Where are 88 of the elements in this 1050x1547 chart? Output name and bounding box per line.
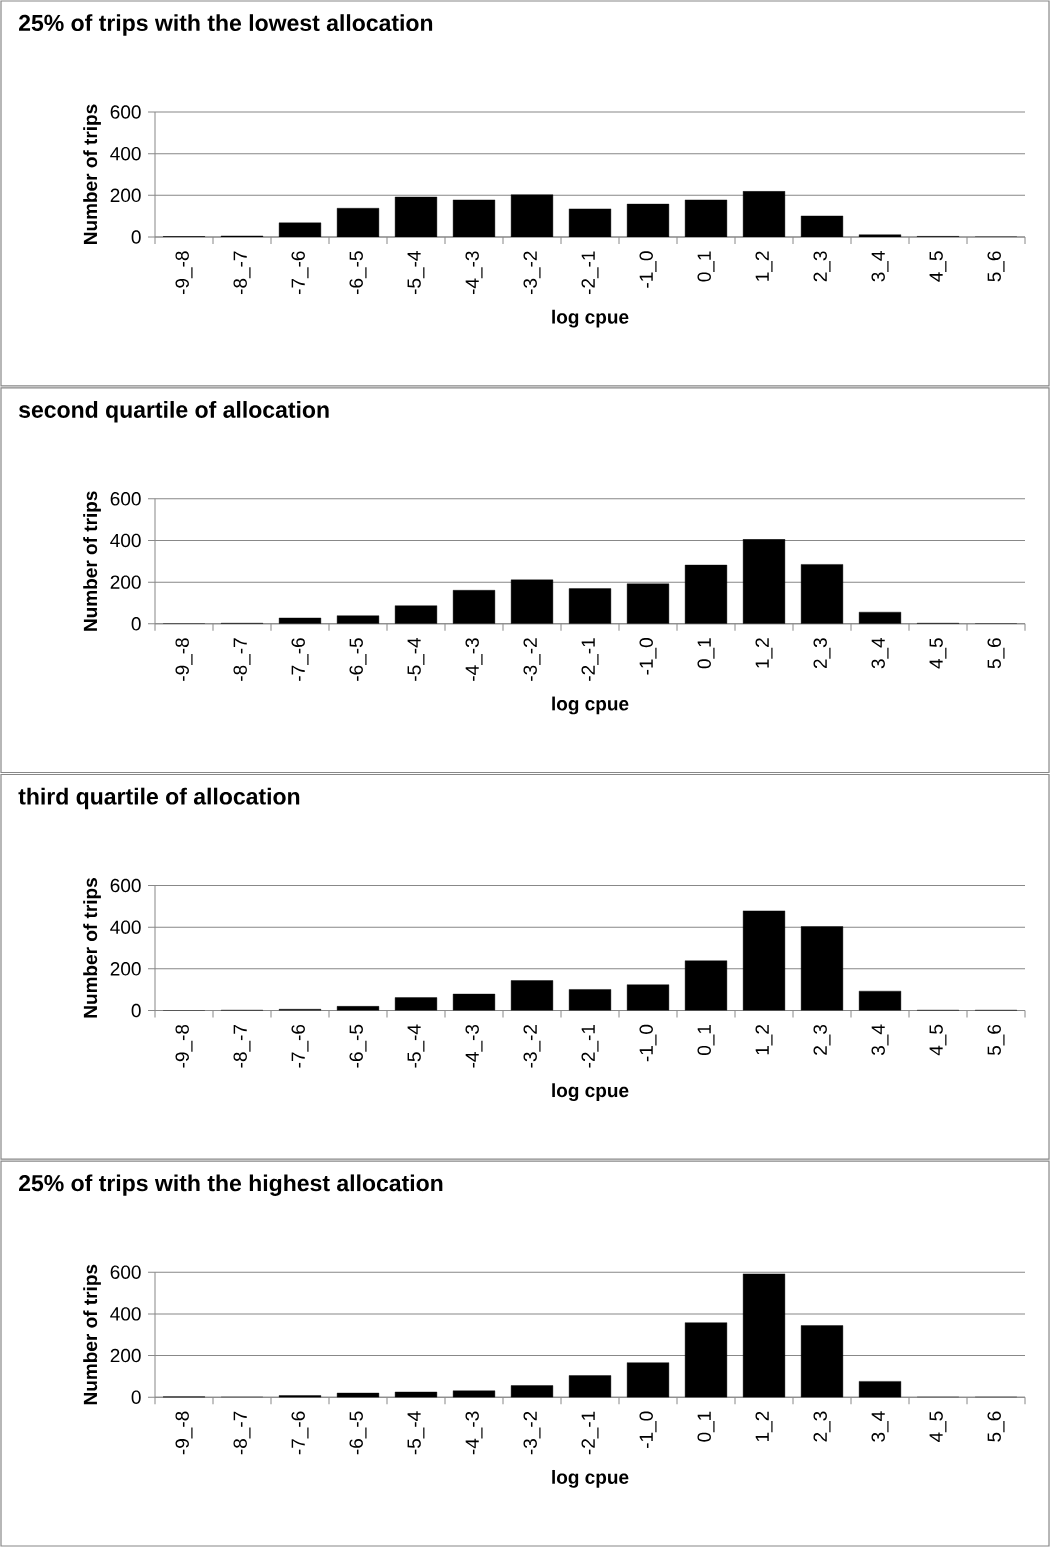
y-axis-title: Number of trips (83, 1264, 101, 1405)
y-tick-label: 0 (131, 1390, 141, 1404)
x-tick-label: 5_6 (987, 638, 1005, 669)
y-tick-label: 400 (110, 146, 141, 161)
y-axis-title: Number of trips (83, 878, 101, 1018)
x-tick-label: -1_0 (639, 251, 657, 288)
x-tick-label: -4_-3 (465, 251, 483, 295)
y-tick-label: 600 (110, 1265, 141, 1279)
y-tick-label: 400 (110, 533, 141, 548)
x-tick-label: 4_5 (929, 251, 947, 282)
x-tick-label: 3_4 (871, 637, 889, 669)
x-tick-label: -1_0 (639, 1024, 657, 1062)
x-tick-label: 0_1 (697, 1411, 715, 1442)
x-tick-label: -5_-4 (407, 1411, 425, 1455)
x-tick-label: 4_5 (929, 1411, 947, 1443)
x-axis-title: log cpue (552, 696, 629, 715)
x-axis-title: log cpue (552, 1083, 629, 1102)
x-tick-label: -1_0 (639, 1411, 657, 1448)
x-tick-label: 4_5 (929, 1024, 947, 1056)
y-tick-label: 0 (131, 1003, 141, 1018)
x-tick-label: -3_-2 (523, 1025, 541, 1068)
x-tick-label: 2_3 (813, 1411, 831, 1442)
y-tick-label: 400 (110, 920, 141, 934)
x-tick-label: -5_-4 (407, 1024, 425, 1068)
y-tick-label: 200 (110, 962, 141, 976)
x-tick-label: -6_-5 (349, 1411, 367, 1455)
x-tick-label: -5_-4 (407, 637, 425, 681)
y-tick-label: 200 (110, 575, 141, 589)
x-tick-label: 4_5 (929, 638, 947, 669)
x-tick-label: -2_-1 (581, 251, 599, 295)
x-tick-label: -4_-3 (465, 1024, 483, 1068)
x-tick-label: 1_2 (755, 638, 773, 668)
x-tick-label: -6_-5 (349, 1024, 367, 1068)
x-tick-label: 0_1 (697, 1024, 715, 1056)
x-tick-label: -9_-8 (175, 1024, 193, 1068)
x-tick-label: -7_-6 (291, 638, 309, 681)
x-tick-label: 5_6 (987, 1024, 1005, 1055)
x-tick-label: 5_6 (987, 1411, 1005, 1442)
x-tick-label: -4_-3 (465, 1411, 483, 1455)
x-tick-label: -2_-1 (581, 638, 599, 681)
y-tick-label: 600 (110, 878, 141, 893)
y-tick-label: 400 (110, 1307, 141, 1321)
y-axis-title: Number of trips (83, 104, 101, 244)
x-tick-label: -2_-1 (581, 1411, 599, 1455)
x-tick-label: 1_2 (755, 1411, 773, 1442)
x-tick-label: -4_-3 (465, 638, 483, 681)
y-tick-label: 600 (110, 105, 141, 119)
x-tick-label: -7_-6 (291, 1411, 309, 1455)
x-tick-label: -8_-7 (233, 251, 251, 295)
x-tick-label: -5_-4 (407, 251, 425, 295)
y-tick-label: 0 (131, 617, 141, 631)
x-tick-label: 1_2 (755, 251, 773, 281)
x-tick-label: -9_-8 (175, 638, 193, 681)
x-tick-label: -7_-6 (291, 251, 309, 295)
chart-title: second quartile of allocation (19, 401, 329, 423)
x-tick-label: 5_6 (987, 251, 1005, 282)
x-tick-label: -3_-2 (523, 638, 541, 681)
x-tick-label: 2_3 (813, 251, 831, 282)
y-tick-label: 600 (110, 492, 141, 506)
x-tick-label: 0_1 (697, 251, 715, 282)
x-tick-label: 3_4 (871, 1411, 889, 1442)
x-tick-label: -9_-8 (175, 251, 193, 295)
x-tick-label: -7_-6 (291, 1024, 309, 1068)
chart-title: third quartile of allocation (18, 787, 300, 810)
x-axis-title: log cpue (552, 309, 629, 328)
x-tick-label: 3_4 (871, 1024, 889, 1056)
x-tick-label: -8_-7 (233, 638, 251, 681)
x-tick-label: -6_-5 (349, 251, 367, 295)
y-axis-title: Number of trips (83, 491, 101, 631)
x-tick-label: -3_-2 (523, 251, 541, 295)
x-tick-label: 1_2 (755, 1025, 773, 1055)
x-tick-label: 2_3 (813, 638, 831, 669)
x-tick-label: -9_-8 (175, 1411, 193, 1455)
y-tick-label: 200 (110, 188, 141, 203)
x-axis-title: log cpue (552, 1469, 629, 1488)
x-tick-label: -3_-2 (523, 1411, 541, 1455)
x-tick-label: 0_1 (697, 638, 715, 669)
y-tick-label: 200 (110, 1348, 141, 1363)
x-tick-label: -8_-7 (233, 1411, 251, 1455)
x-tick-label: -6_-5 (349, 638, 367, 681)
x-tick-label: -1_0 (639, 638, 657, 675)
x-tick-label: -2_-1 (581, 1024, 599, 1068)
x-tick-label: 3_4 (871, 251, 889, 282)
x-tick-label: 2_3 (813, 1024, 831, 1055)
chart-title: 25% of trips with the lowest allocation (19, 14, 433, 36)
chart-title: 25% of trips with the highest allocation (19, 1174, 443, 1196)
y-tick-label: 0 (131, 230, 141, 244)
x-tick-label: -8_-7 (233, 1025, 251, 1068)
